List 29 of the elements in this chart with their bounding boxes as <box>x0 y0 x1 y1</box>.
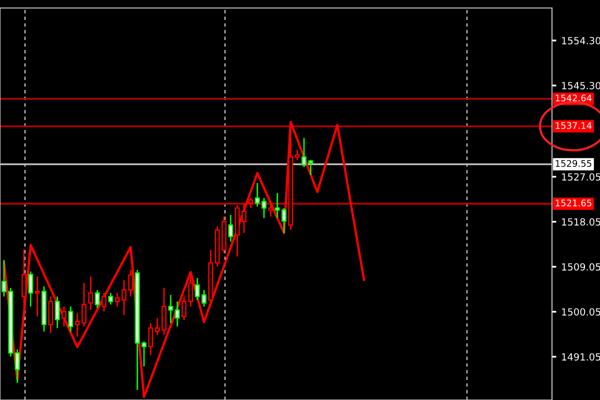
candlestick <box>22 248 26 308</box>
candlestick <box>102 292 106 312</box>
candlestick <box>148 322 154 356</box>
candlestick <box>94 289 100 309</box>
y-tick-label: 1527.05 <box>562 173 600 181</box>
y-tick-label: 1518.05 <box>562 218 600 226</box>
ref-line-label: 1529.55 <box>556 160 592 167</box>
candlestick <box>174 300 180 328</box>
candlestick <box>34 276 40 318</box>
candlestick <box>228 214 234 242</box>
ref-line-label: 1537.14 <box>556 122 592 129</box>
ref-line-label: 1521.65 <box>556 200 592 206</box>
candlestick <box>54 296 60 329</box>
y-tick-label: 1491.05 <box>562 353 600 361</box>
y-tick-label: 1509.05 <box>562 263 600 271</box>
y-tick-label: 1500.05 <box>562 308 600 316</box>
candlestick <box>294 149 300 161</box>
candlestick <box>14 348 20 384</box>
candlestick <box>168 294 174 324</box>
candlestick <box>48 296 54 334</box>
candlestick <box>28 270 34 308</box>
ref-line-label: 1542.64 <box>556 94 592 102</box>
candlestick <box>268 202 274 218</box>
candlestick <box>68 306 74 332</box>
candlestick <box>88 276 94 311</box>
candlestick <box>248 197 254 209</box>
candlestick <box>62 306 66 328</box>
candlestick <box>108 292 114 306</box>
line-series <box>2 120 366 398</box>
